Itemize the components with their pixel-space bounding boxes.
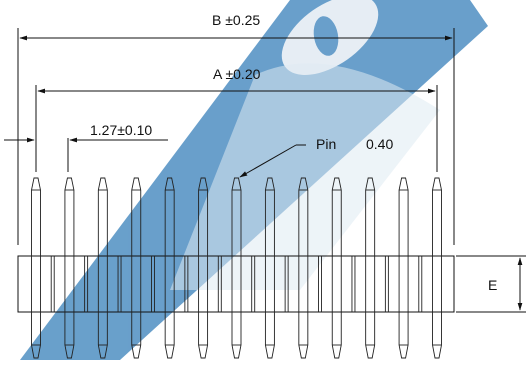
pin xyxy=(64,177,75,359)
pin xyxy=(97,177,108,359)
dimension-b: B ±0.25 xyxy=(17,12,455,245)
pin-value: 0.40 xyxy=(366,136,393,152)
dim-b-label: B ±0.25 xyxy=(212,12,260,28)
dimension-e: E xyxy=(456,255,526,313)
pin-leader: Pin 0.40 xyxy=(239,136,393,178)
pin xyxy=(365,177,376,359)
pin xyxy=(231,177,242,359)
dim-a-label: A ±0.20 xyxy=(213,66,261,82)
pin-label: Pin xyxy=(316,136,336,152)
pin-row xyxy=(31,177,442,359)
dimension-a: A ±0.20 xyxy=(35,66,438,172)
pin xyxy=(131,177,142,359)
pin xyxy=(264,177,275,359)
pin xyxy=(198,177,209,359)
pin xyxy=(331,177,342,359)
dimension-pitch: 1.27±0.10 xyxy=(4,122,168,172)
pin xyxy=(398,177,409,359)
pin xyxy=(164,177,175,359)
pin xyxy=(432,177,442,359)
watermark-logo xyxy=(20,0,488,360)
pitch-label: 1.27±0.10 xyxy=(90,122,152,138)
pin xyxy=(31,177,41,359)
dim-e-label: E xyxy=(488,277,497,293)
pin xyxy=(298,177,309,359)
connector-body xyxy=(17,255,455,313)
